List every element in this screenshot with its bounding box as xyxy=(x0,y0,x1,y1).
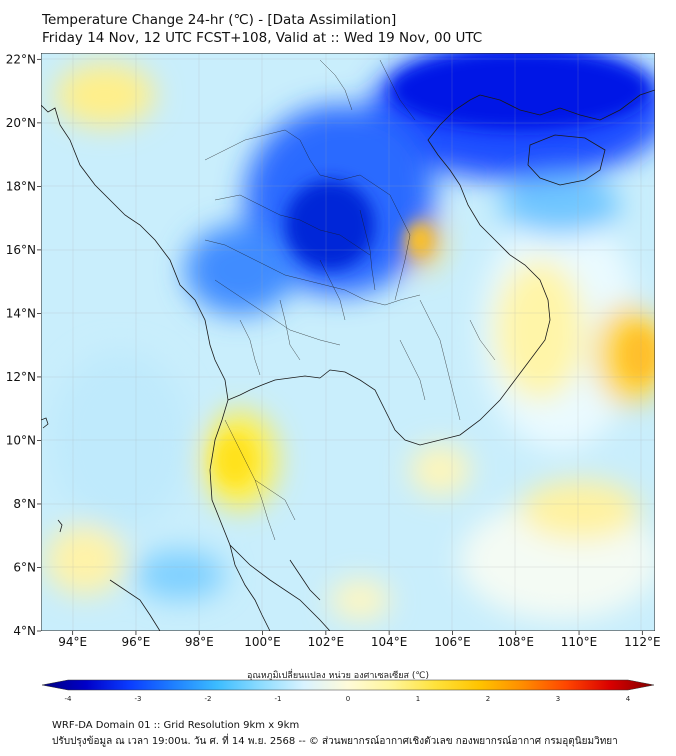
graticule xyxy=(41,53,655,631)
colorbar-tick-label: 1 xyxy=(416,695,420,703)
lon-tick-label: 98°E xyxy=(185,635,214,649)
colorbar-tick-label: -3 xyxy=(135,695,142,703)
lat-tick-label: 12°N xyxy=(6,370,36,384)
coastlines xyxy=(41,89,655,631)
colorbar: -4 -3 -2 -1 0 1 2 3 4 xyxy=(41,679,655,703)
lat-tick-label: 14°N xyxy=(6,306,36,320)
province-boundaries xyxy=(204,59,496,541)
map-subtitle: Friday 14 Nov, 12 UTC FCST+108, Valid at… xyxy=(42,30,483,46)
lon-tick-label: 108°E xyxy=(497,635,534,649)
latitude-axis: 22°N 20°N 18°N 16°N 14°N 12°N 10°N 8°N 6°N 4°N xyxy=(6,52,41,638)
temperature-field xyxy=(41,53,655,631)
colorbar-tick-label: 0 xyxy=(346,695,350,703)
colorbar-tick-label: -1 xyxy=(275,695,282,703)
lat-tick-label: 22°N xyxy=(6,52,36,66)
colorbar-tick-label: -4 xyxy=(65,695,73,703)
footer-credit: ปรับปรุงข้อมูล ณ เวลา 19:00น. วัน ศ. ที่… xyxy=(52,736,618,747)
lon-tick-label: 102°E xyxy=(308,635,345,649)
colorbar-ticks: -4 -3 -2 -1 0 1 2 3 4 xyxy=(65,695,631,703)
colorbar-bar xyxy=(41,679,655,691)
footer-model-info: WRF-DA Domain 01 :: Grid Resolution 9km … xyxy=(52,720,300,731)
temperature-change-map: 22°N 20°N 18°N 16°N 14°N 12°N 10°N 8°N 6°N 4°N 94… xyxy=(6,52,661,649)
colorbar-title: อุณหภูมิเปลี่ยนแปลง หน่วย องศาเซลเซียส (… xyxy=(246,671,430,681)
lon-tick-label: 100°E xyxy=(244,635,281,649)
lon-tick-label: 104°E xyxy=(371,635,408,649)
lat-tick-label: 6°N xyxy=(13,560,36,574)
colorbar-tick-label: 3 xyxy=(556,695,560,703)
lat-tick-label: 20°N xyxy=(6,116,36,130)
colorbar-tick-label: 2 xyxy=(486,695,490,703)
lon-tick-label: 106°E xyxy=(434,635,471,649)
lon-tick-label: 112°E xyxy=(624,635,661,649)
longitude-axis: 94°E 96°E 98°E 100°E 102°E 104°E 106°E 108°E 110… xyxy=(58,631,661,649)
lon-tick-label: 94°E xyxy=(58,635,87,649)
colorbar-tick-label: 4 xyxy=(626,695,631,703)
map-title: Temperature Change 24-hr (℃) - [Data Ass… xyxy=(42,12,397,28)
lat-tick-label: 16°N xyxy=(6,243,36,257)
lat-tick-label: 8°N xyxy=(13,497,36,511)
colorbar-tick-label: -2 xyxy=(205,695,212,703)
lon-tick-label: 110°E xyxy=(561,635,598,649)
lat-tick-label: 10°N xyxy=(6,433,36,447)
lat-tick-label: 18°N xyxy=(6,179,36,193)
lon-tick-label: 96°E xyxy=(122,635,151,649)
lat-tick-label: 4°N xyxy=(13,624,36,638)
